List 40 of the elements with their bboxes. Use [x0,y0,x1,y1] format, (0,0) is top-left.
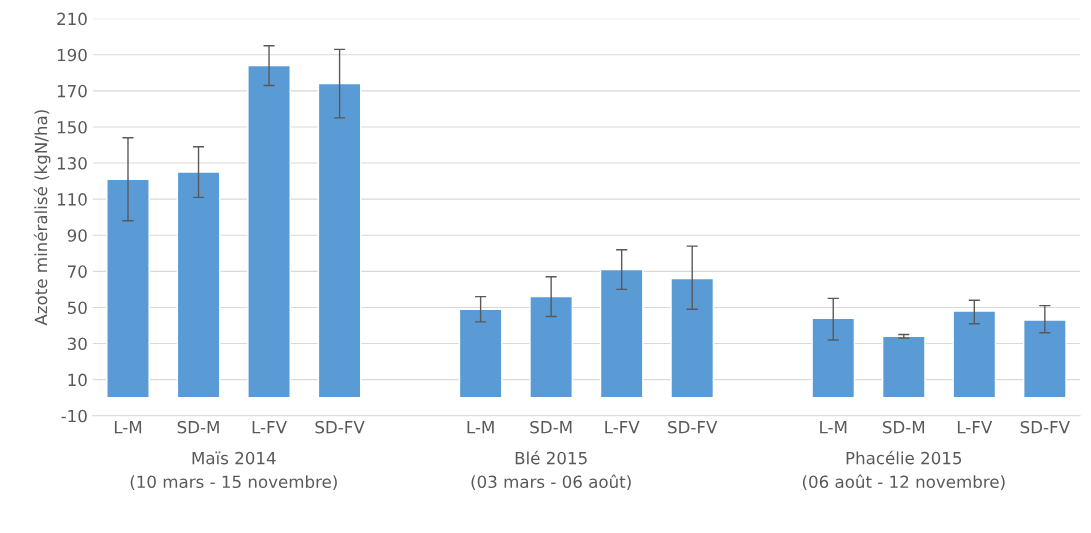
x-tick-label: L-FV [957,421,993,434]
x-tick-label: L-FV [252,421,287,434]
y-axis-title: Azote minéralisé (kgN/ha) [33,110,51,326]
bar [317,82,362,399]
y-tick-label: 130 [57,157,87,170]
x-tick-label: SD-FV [1020,420,1070,434]
bar [670,277,715,399]
text: Phacélie 2015 (06 août - 12 novembre) [802,450,1005,491]
bar [176,171,221,399]
y-tick-label: 110 [57,193,87,206]
y-tick-label: 210 [57,12,87,26]
bar [881,335,926,399]
y-tick-label: 170 [57,84,87,98]
y-tick-label: 90 [67,229,87,242]
y-tick-label: 30 [67,337,87,351]
y-tick-label: 70 [68,265,87,278]
text: Maïs 2014 (10 mars - 15 novembre) [130,451,337,491]
y-tick-label: -10 [61,409,87,423]
x-tick-label: SD-M [882,420,925,434]
y-tick-label: 50 [67,301,87,315]
bar [529,295,574,399]
x-tick-label: SD-FV [315,420,365,434]
x-tick-label: SD-M [177,420,219,434]
y-tick-label: 190 [57,48,87,62]
x-tick-label: SD-FV [668,420,718,434]
bar [599,268,644,399]
bar [952,310,997,399]
y-tick-label: 150 [57,120,87,134]
bar [1022,319,1067,399]
bar [811,317,856,399]
x-tick-label: SD-M [530,420,572,434]
y-tick-label: 10 [68,373,87,387]
x-tick-label: L-FV [605,421,640,434]
x-tick-label: L-M [114,421,142,434]
bar [247,64,291,399]
x-tick-label: L-M [820,421,847,434]
x-tick-label: L-M [467,421,494,434]
bar [106,178,150,399]
text: Blé 2015 (03 mars - 06 août) [471,450,631,491]
bar [458,308,503,399]
